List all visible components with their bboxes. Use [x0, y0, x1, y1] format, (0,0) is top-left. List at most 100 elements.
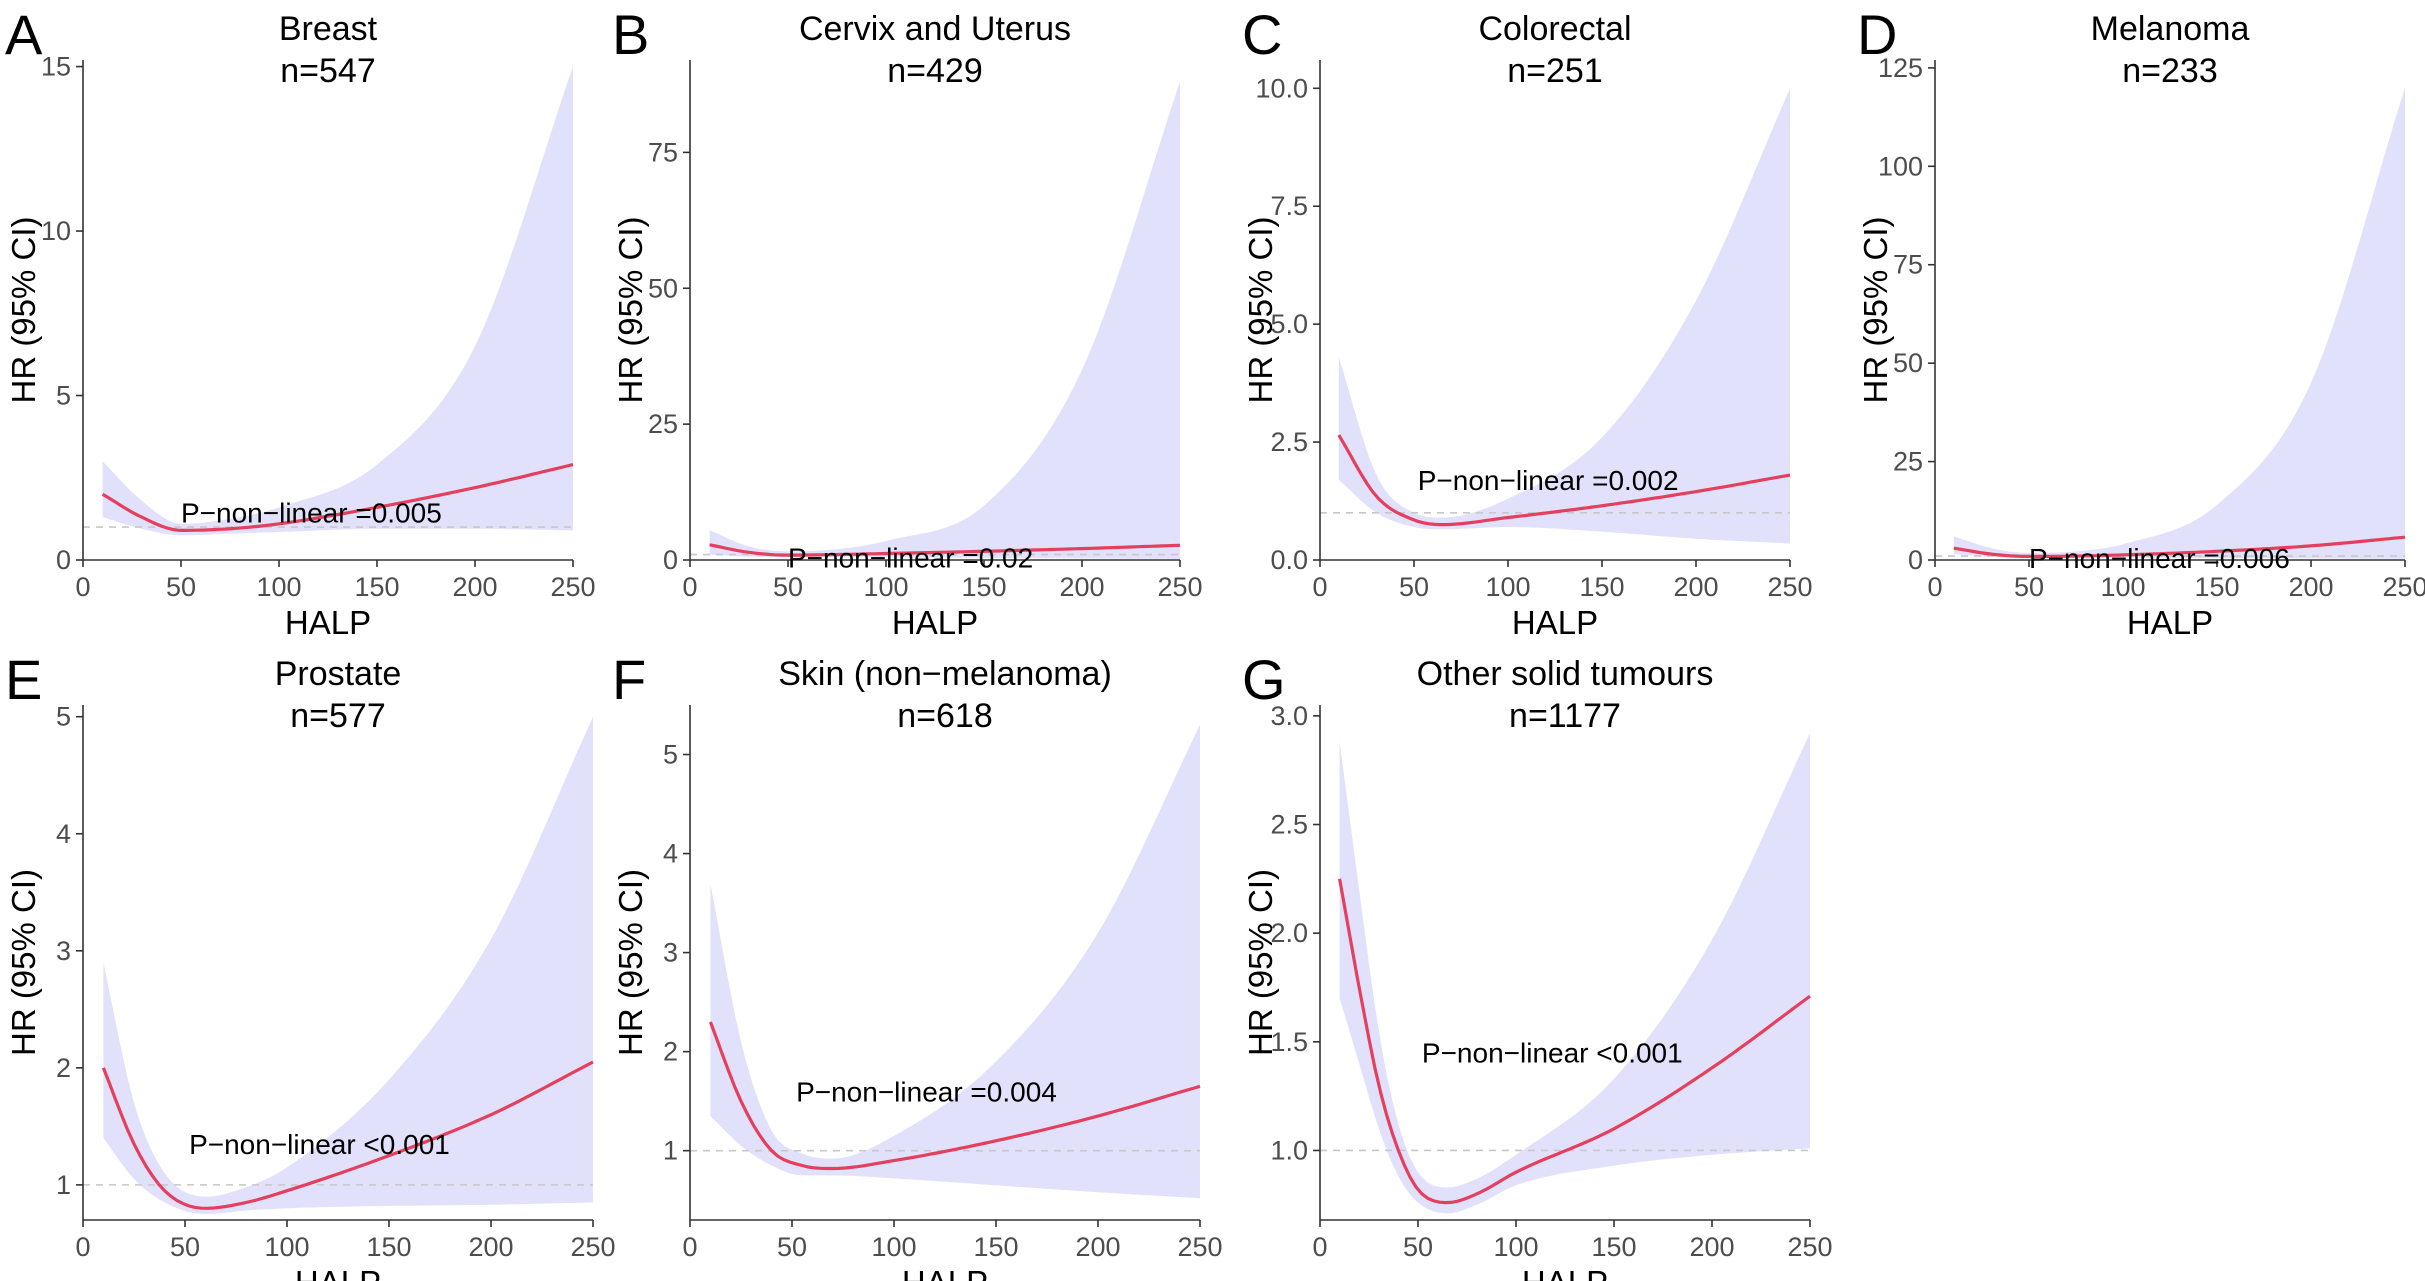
y-tick-label: 75 — [648, 137, 678, 167]
y-tick-label: 5 — [56, 702, 71, 732]
hr-curve-f — [708, 1021, 1201, 1171]
x-tick-label: 0 — [1927, 572, 1942, 602]
ci-band-f — [710, 724, 1200, 1199]
x-tick-label: 250 — [1157, 572, 1202, 602]
panel-title: Skin (non−melanoma) — [778, 655, 1112, 693]
x-tick-label: 250 — [1177, 1232, 1222, 1262]
panel-title: Colorectal — [1478, 10, 1631, 48]
x-axis-label: HALP — [2127, 604, 2213, 641]
y-tick-label: 1 — [663, 1136, 678, 1166]
y-tick-label: 1 — [56, 1170, 71, 1200]
panel-f: 12345050100150200250HALPHR (95% CI)Skin … — [612, 648, 1223, 1281]
x-axis-label: HALP — [892, 604, 978, 641]
hr-curve-c — [1337, 434, 1791, 527]
ci-band-e — [103, 716, 594, 1215]
panel-sample-size: n=547 — [280, 52, 376, 90]
x-axis-label: HALP — [902, 1264, 988, 1281]
x-tick-label: 100 — [871, 1232, 916, 1262]
y-tick-label: 0 — [1908, 545, 1923, 575]
x-axis-label: HALP — [295, 1264, 381, 1281]
y-tick-label: 4 — [663, 839, 678, 869]
ci-band-a — [102, 66, 573, 536]
y-tick-label: 4 — [56, 819, 71, 849]
y-axis-label: HR (95% CI) — [1857, 216, 1894, 403]
ci-band-d — [1953, 87, 2405, 559]
x-tick-label: 0 — [682, 572, 697, 602]
y-tick-label: 0.0 — [1270, 545, 1308, 575]
panel-title: Other solid tumours — [1417, 655, 1714, 693]
panel-sample-size: n=251 — [1507, 52, 1603, 90]
p-value-annotation: P−non−linear =0.02 — [788, 542, 1033, 573]
panel-sample-size: n=618 — [897, 697, 993, 735]
hr-curve-d — [1953, 535, 2406, 559]
panel-letter: A — [5, 3, 43, 66]
x-tick-label: 200 — [468, 1232, 513, 1262]
p-value-annotation: P−non−linear =0.002 — [1418, 465, 1679, 496]
panel-sample-size: n=233 — [2122, 52, 2218, 90]
hr-curve-g — [1338, 878, 1811, 1205]
panel-title: Breast — [279, 10, 378, 48]
x-tick-label: 0 — [682, 1232, 697, 1262]
x-tick-label: 150 — [366, 1232, 411, 1262]
x-tick-label: 0 — [75, 572, 90, 602]
y-tick-label: 1.5 — [1270, 1027, 1308, 1057]
hr-curve-b — [709, 543, 1181, 557]
x-tick-label: 200 — [2288, 572, 2333, 602]
y-tick-label: 2.5 — [1270, 810, 1308, 840]
ci-band-c — [1338, 88, 1790, 544]
p-value-annotation: P−non−linear =0.005 — [181, 497, 442, 528]
panel-d: 0 25 50 75 100 125 0 50 100 150 200 250 HALP HR (95% … — [1857, 3, 2425, 641]
y-tick-label: 15 — [41, 52, 71, 82]
x-tick-label: 250 — [1767, 572, 1812, 602]
y-tick-label: 2 — [56, 1053, 71, 1083]
y-tick-label: 3.0 — [1270, 701, 1308, 731]
x-tick-label: 200 — [1075, 1232, 1120, 1262]
y-axis-label: HR (95% CI) — [5, 216, 42, 403]
x-tick-label: 250 — [570, 1232, 615, 1262]
panel-e: 12345050100150200250HALPHR (95% CI)Prost… — [5, 648, 616, 1281]
x-tick-label: 250 — [1787, 1232, 1832, 1262]
x-tick-label: 50 — [1399, 572, 1429, 602]
x-axis-label: HALP — [285, 604, 371, 641]
x-tick-label: 150 — [961, 572, 1006, 602]
panel-letter: C — [1242, 3, 1282, 66]
x-tick-label: 50 — [2014, 572, 2044, 602]
y-tick-label: 10.0 — [1255, 73, 1308, 103]
x-tick-label: 50 — [170, 1232, 200, 1262]
y-axis-label: HR (95% CI) — [1242, 216, 1279, 403]
x-tick-label: 200 — [452, 572, 497, 602]
panel-sample-size: n=1177 — [1509, 697, 1621, 735]
x-tick-label: 150 — [2194, 572, 2239, 602]
y-tick-label: 75 — [1893, 250, 1923, 280]
panel-letter: G — [1242, 648, 1286, 711]
x-tick-label: 200 — [1059, 572, 1104, 602]
y-tick-label: 3 — [56, 936, 71, 966]
y-tick-label: 10 — [41, 216, 71, 246]
x-tick-label: 100 — [2100, 572, 2145, 602]
y-tick-label: 100 — [1878, 151, 1923, 181]
x-tick-label: 100 — [863, 572, 908, 602]
ci-band-g — [1339, 733, 1810, 1214]
x-tick-label: 100 — [1485, 572, 1530, 602]
y-tick-label: 3 — [663, 938, 678, 968]
x-tick-label: 50 — [773, 572, 803, 602]
x-tick-label: 50 — [777, 1232, 807, 1262]
panel-letter: D — [1857, 3, 1897, 66]
x-axis-label: HALP — [1522, 1264, 1608, 1281]
y-tick-label: 7.5 — [1270, 191, 1308, 221]
y-tick-label: 25 — [1893, 447, 1923, 477]
x-tick-label: 150 — [1579, 572, 1624, 602]
x-tick-label: 200 — [1673, 572, 1718, 602]
panel-letter: E — [5, 648, 42, 711]
panel-sample-size: n=429 — [887, 52, 983, 90]
y-axis-label: HR (95% CI) — [1242, 869, 1279, 1056]
p-value-annotation: P−non−linear <0.001 — [1422, 1038, 1683, 1069]
panel-c: 0.0 2.5 5.0 7.5 10.0 0 50 100 150 200 250 HALP HR (9… — [1242, 3, 1813, 641]
y-tick-label: 50 — [648, 273, 678, 303]
hr-curve-a — [101, 463, 574, 533]
x-tick-label: 150 — [973, 1232, 1018, 1262]
panel-b: 0 25 50 75 0 50 100 150 200 250 HALP HR (95% CI) Cer… — [612, 3, 1203, 641]
x-tick-label: 200 — [1689, 1232, 1734, 1262]
